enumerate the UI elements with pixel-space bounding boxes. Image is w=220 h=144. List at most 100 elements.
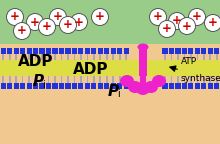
Bar	[33, 48, 38, 54]
Circle shape	[13, 22, 31, 39]
Bar	[65, 83, 71, 89]
Bar	[52, 48, 58, 54]
Circle shape	[59, 17, 77, 34]
Bar	[171, 54, 172, 60]
Text: i: i	[117, 89, 119, 99]
Bar	[9, 54, 11, 60]
Bar	[195, 83, 200, 89]
Bar	[1, 83, 6, 89]
Bar	[28, 54, 30, 60]
Text: P: P	[32, 74, 44, 90]
Bar	[111, 48, 116, 54]
Bar	[1, 48, 6, 54]
Bar	[14, 48, 19, 54]
Bar	[93, 76, 95, 83]
Text: ADP: ADP	[18, 54, 53, 70]
Bar	[119, 76, 121, 83]
Bar	[93, 54, 95, 60]
Bar	[85, 48, 90, 54]
Bar	[188, 83, 193, 89]
Bar	[91, 83, 96, 89]
Bar	[201, 83, 206, 89]
Circle shape	[169, 13, 185, 30]
Bar	[104, 83, 109, 89]
Bar	[61, 54, 62, 60]
Bar	[106, 76, 108, 83]
Bar	[74, 76, 75, 83]
Bar	[112, 54, 114, 60]
Bar	[162, 83, 168, 89]
Bar	[190, 76, 192, 83]
Bar	[111, 83, 116, 89]
Text: +: +	[182, 19, 192, 33]
Bar	[99, 54, 101, 60]
Bar	[188, 48, 193, 54]
Bar	[54, 76, 56, 83]
Bar	[119, 54, 121, 60]
Bar	[46, 48, 51, 54]
Bar	[169, 83, 174, 89]
Bar	[112, 76, 114, 83]
Bar	[117, 48, 122, 54]
Bar	[59, 83, 64, 89]
Bar	[48, 54, 49, 60]
Circle shape	[7, 8, 24, 25]
Circle shape	[92, 8, 108, 25]
Bar	[130, 60, 156, 76]
Bar	[54, 54, 56, 60]
Text: +: +	[10, 11, 20, 23]
Bar	[182, 48, 187, 54]
Bar	[195, 48, 200, 54]
Bar	[15, 54, 17, 60]
Ellipse shape	[120, 75, 134, 87]
Bar	[7, 83, 12, 89]
Bar	[0, 44, 220, 144]
Bar	[52, 83, 58, 89]
Bar	[201, 48, 206, 54]
Bar	[209, 76, 211, 83]
Bar	[182, 83, 187, 89]
Ellipse shape	[136, 83, 150, 95]
Bar	[175, 83, 181, 89]
Bar	[72, 48, 77, 54]
Text: +: +	[192, 11, 202, 23]
Bar	[7, 48, 12, 54]
Text: ADP: ADP	[73, 62, 108, 77]
Bar	[67, 76, 69, 83]
Circle shape	[38, 18, 55, 36]
Bar	[59, 48, 64, 54]
Bar	[14, 83, 19, 89]
Bar	[0, 60, 220, 76]
Bar	[2, 76, 4, 83]
Text: +: +	[17, 24, 27, 37]
Bar	[33, 83, 38, 89]
Bar	[27, 83, 32, 89]
Bar	[164, 76, 166, 83]
Bar	[78, 48, 83, 54]
Ellipse shape	[138, 43, 148, 51]
Bar	[124, 48, 129, 54]
Bar	[22, 54, 24, 60]
Circle shape	[205, 15, 220, 32]
Bar	[209, 54, 211, 60]
Bar	[117, 83, 122, 89]
Bar	[98, 48, 103, 54]
Bar	[196, 76, 198, 83]
Bar	[216, 54, 218, 60]
Bar	[20, 48, 25, 54]
Text: +: +	[95, 11, 105, 23]
Bar	[85, 83, 90, 89]
Bar	[140, 69, 146, 89]
Bar	[177, 76, 179, 83]
Circle shape	[50, 8, 66, 25]
Bar	[86, 54, 88, 60]
Bar	[162, 48, 168, 54]
Circle shape	[189, 8, 205, 25]
Text: ATP: ATP	[181, 57, 197, 66]
Bar	[99, 76, 101, 83]
Bar	[98, 83, 103, 89]
Circle shape	[178, 18, 196, 35]
Bar	[125, 76, 127, 83]
Bar	[214, 83, 219, 89]
Circle shape	[70, 14, 88, 31]
